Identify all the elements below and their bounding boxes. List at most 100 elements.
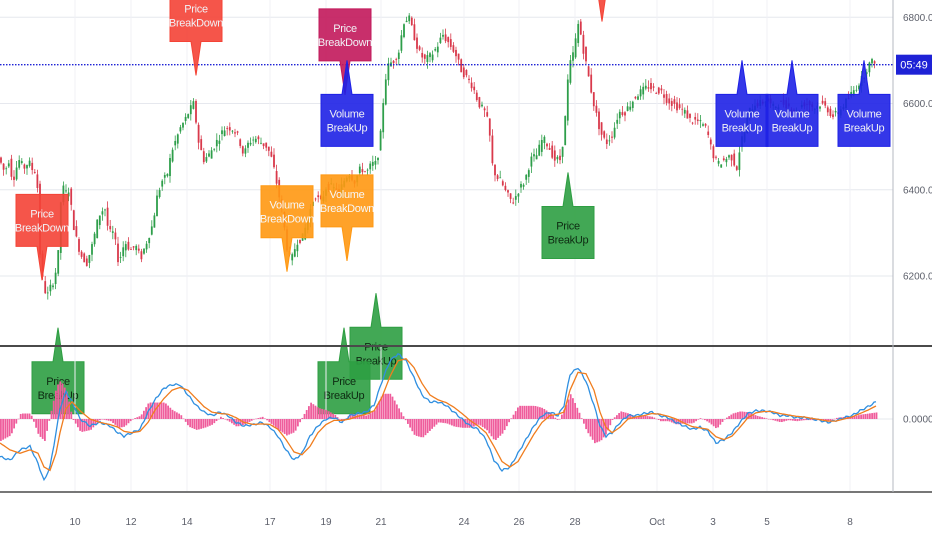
histogram-bar	[224, 419, 227, 420]
candle	[631, 100, 634, 112]
candle	[444, 28, 447, 44]
histogram-bar	[523, 405, 526, 419]
histogram-bar	[587, 419, 590, 434]
histogram-bar	[503, 419, 506, 431]
candle	[416, 33, 418, 54]
signal-marker[interactable]: Volume BreakUp	[715, 60, 769, 147]
histogram-bar	[63, 387, 66, 419]
histogram-bar	[312, 404, 315, 419]
histogram-bar	[17, 418, 20, 420]
histogram-bar	[572, 398, 574, 419]
histogram-bar	[158, 402, 161, 419]
histogram-bar	[809, 419, 812, 421]
histogram-bar	[325, 410, 328, 419]
histogram-bar	[620, 411, 623, 419]
candle	[543, 135, 546, 150]
signal-marker[interactable]: Volume BreakDown	[320, 174, 375, 261]
candle	[397, 49, 400, 66]
candle	[691, 121, 694, 125]
time-tick-label: 3	[710, 517, 716, 528]
candle	[205, 153, 208, 163]
candle	[668, 93, 671, 110]
histogram-bar	[470, 419, 473, 428]
candle	[551, 140, 554, 160]
histogram-bar	[442, 419, 444, 423]
histogram-bar	[602, 419, 605, 438]
histogram-bar	[413, 419, 416, 435]
histogram-bar	[833, 418, 836, 420]
candle	[239, 138, 242, 149]
histogram-bar	[607, 419, 609, 431]
histogram-bar	[114, 419, 117, 425]
histogram-bar	[701, 418, 704, 420]
candle	[221, 126, 223, 141]
histogram-bar	[272, 419, 275, 426]
histogram-bar	[730, 414, 733, 419]
signal-marker[interactable]: Volume BreakUp	[320, 60, 374, 147]
histogram-bar	[495, 419, 497, 440]
histogram-bar	[871, 413, 873, 419]
histogram-bar	[723, 419, 726, 420]
signal-marker[interactable]: Volume BreakUp	[765, 60, 819, 147]
signal-marker[interactable]: Volume BreakDown	[260, 185, 315, 272]
histogram-bar	[6, 419, 9, 438]
candle	[140, 248, 143, 263]
candle	[598, 108, 600, 136]
histogram-bar	[55, 390, 57, 419]
price-pane[interactable]: Price BreakDown Price BreakDown Price BreakDo…	[0, 0, 893, 415]
histogram-bar	[57, 384, 59, 419]
oscillator-pane[interactable]	[0, 347, 893, 491]
candle	[442, 29, 444, 40]
candle	[72, 209, 75, 231]
histogram-bar	[327, 411, 330, 419]
candle	[2, 163, 5, 176]
histogram-bar	[336, 417, 339, 419]
candle	[613, 122, 616, 140]
candle	[720, 164, 723, 168]
histogram-bar	[756, 415, 759, 419]
candle	[681, 103, 684, 116]
candle	[421, 47, 424, 63]
histogram-bar	[35, 419, 37, 428]
candle	[652, 83, 655, 92]
histogram-bar	[484, 419, 486, 429]
histogram-bar	[407, 419, 409, 424]
histogram-bar	[387, 393, 389, 419]
histogram-bar	[411, 419, 414, 432]
candle	[195, 99, 197, 125]
candle	[868, 61, 871, 77]
candle	[202, 147, 205, 165]
histogram-bar	[360, 414, 363, 419]
candle	[585, 46, 587, 65]
histogram-bar	[41, 419, 44, 439]
histogram-bar	[528, 405, 530, 419]
time-tick-label: 19	[320, 517, 332, 528]
oscillator-axis[interactable]: 0.0000	[903, 415, 932, 426]
histogram-bar	[264, 418, 266, 419]
histogram-bar	[486, 419, 488, 431]
candle	[455, 46, 457, 63]
time-axis[interactable]: 10 12 14 17 19 21 24 26 28 Oct 3 5 8	[69, 517, 853, 528]
histogram-bar	[666, 419, 669, 422]
signal-marker[interactable]: Volume BreakUp	[837, 60, 891, 147]
price-axis[interactable]: 6200.0 6400.0 6600.0 6800.0	[903, 13, 932, 283]
candle	[616, 113, 619, 129]
candle	[369, 161, 372, 174]
candle	[637, 94, 639, 101]
histogram-bar	[561, 414, 563, 419]
candle	[7, 159, 10, 169]
candle	[527, 168, 530, 183]
histogram-bar	[831, 419, 834, 420]
histogram-bar	[66, 391, 68, 419]
histogram-bar	[261, 416, 264, 419]
histogram-bar	[860, 414, 862, 419]
candle	[634, 96, 637, 100]
histogram-bar	[422, 419, 425, 438]
